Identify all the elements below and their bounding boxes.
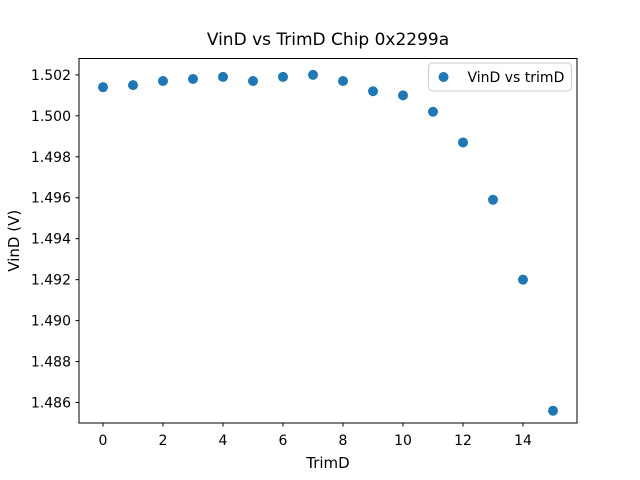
x-tick-label: 14 xyxy=(514,433,532,449)
data-point xyxy=(158,76,168,87)
y-tick-label: 1.492 xyxy=(31,273,71,289)
x-tick-label: 4 xyxy=(219,433,228,449)
data-point xyxy=(338,76,348,87)
data-point xyxy=(368,86,378,97)
x-tick-label: 10 xyxy=(394,433,412,449)
legend-box xyxy=(428,62,572,92)
y-tick-label: 1.488 xyxy=(31,355,71,371)
y-tick-label: 1.500 xyxy=(31,109,71,125)
y-axis-label: VinD (V) xyxy=(5,210,23,272)
data-point xyxy=(308,69,318,80)
chart-title: VinD vs TrimD Chip 0x2299a xyxy=(207,30,449,50)
data-point xyxy=(428,106,438,117)
data-point xyxy=(278,71,288,82)
x-axis-label: TrimD xyxy=(305,454,349,472)
y-tick-label: 1.490 xyxy=(31,314,71,330)
data-point xyxy=(488,194,498,205)
x-tick-label: 12 xyxy=(454,433,472,449)
plot-area xyxy=(78,58,578,424)
x-tick-label: 0 xyxy=(99,433,108,449)
y-tick-label: 1.486 xyxy=(31,396,71,412)
data-point xyxy=(98,82,108,93)
legend: VinD vs trimD xyxy=(428,62,572,92)
legend-label: VinD vs trimD xyxy=(468,70,565,86)
data-point xyxy=(248,76,258,87)
data-point xyxy=(188,73,198,84)
x-tick-label: 8 xyxy=(339,433,348,449)
x-tick-label: 6 xyxy=(279,433,288,449)
x-axis-ticks: 0 2 4 6 8 10 12 14 xyxy=(99,423,532,449)
data-point xyxy=(518,274,528,285)
y-tick-label: 1.502 xyxy=(31,68,71,84)
y-axis-ticks: 1.486 1.488 1.490 1.492 1.494 1.496 1.498 1.500… xyxy=(31,68,79,412)
y-tick-label: 1.494 xyxy=(31,232,71,248)
data-point xyxy=(398,90,408,101)
x-tick-label: 2 xyxy=(159,433,168,449)
data-point xyxy=(458,137,468,148)
legend-marker-icon xyxy=(438,72,449,82)
scatter-points xyxy=(98,69,558,416)
y-tick-label: 1.498 xyxy=(31,150,71,166)
data-point xyxy=(548,405,558,416)
y-tick-label: 1.496 xyxy=(31,191,71,207)
data-point xyxy=(128,80,138,91)
data-point xyxy=(218,71,228,82)
